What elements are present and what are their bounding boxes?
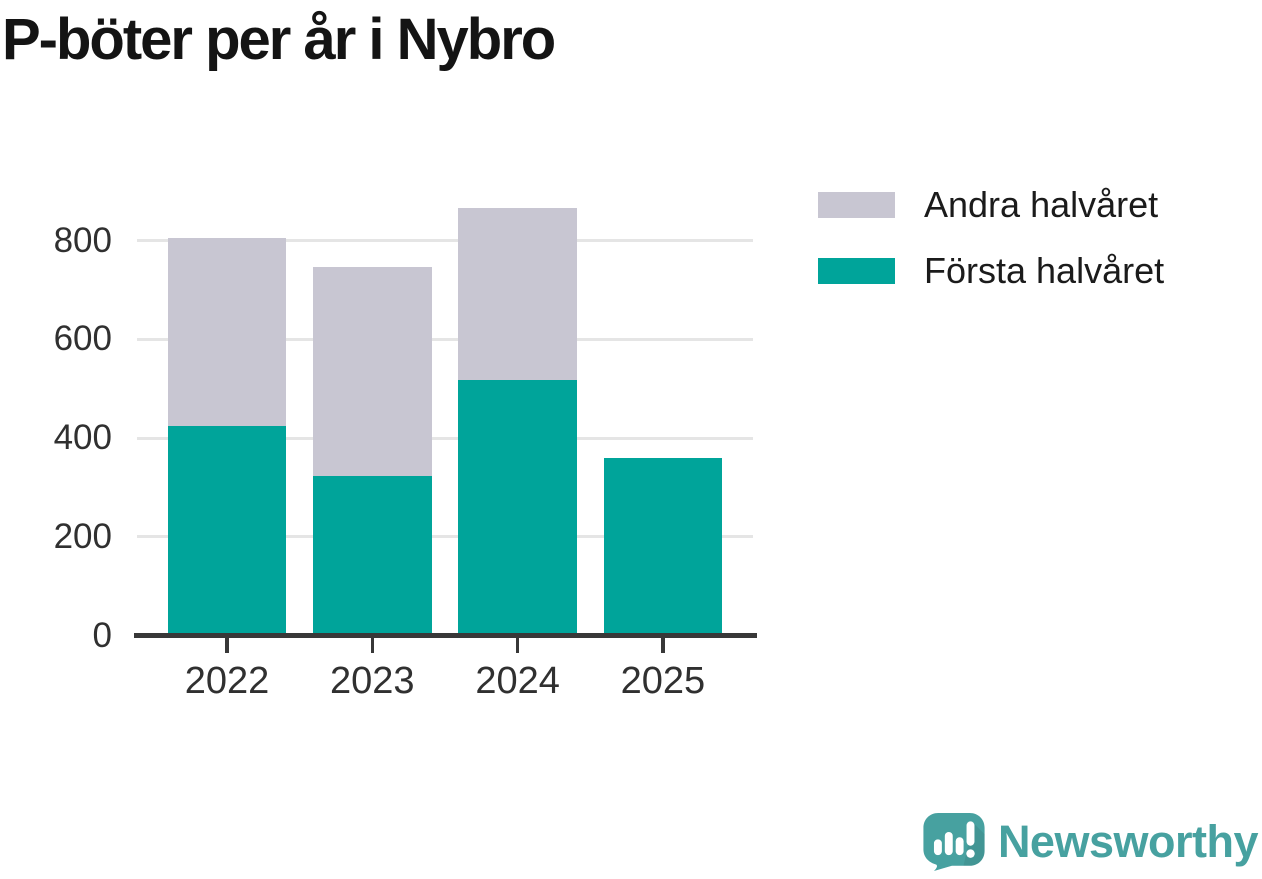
y-axis-label-200: 200 [53, 516, 112, 556]
page-title: P-böter per år i Nybro [2, 7, 556, 72]
bar-2022-second-half [167, 238, 287, 427]
y-axis-label-800: 800 [53, 220, 112, 260]
newsworthy-logo-mark-icon [923, 813, 985, 871]
newsworthy-logo: Newsworthy [923, 813, 1259, 871]
legend-label-first-half: Första halvåret [924, 250, 1165, 291]
legend-item-second-half: Andra halvåret [818, 187, 1164, 223]
bar-2024-first-half [458, 380, 577, 634]
gridline-400 [137, 436, 753, 440]
gridline-800 [137, 239, 753, 243]
gridline-200 [137, 535, 753, 539]
gridline-600 [137, 337, 753, 341]
y-axis-label-600: 600 [53, 319, 112, 359]
x-axis-label-2024: 2024 [475, 660, 560, 702]
x-axis-tick-2024 [515, 636, 520, 653]
bar-2023-first-half [313, 476, 432, 634]
newsworthy-logo-text: Newsworthy [997, 816, 1259, 867]
x-axis-line [134, 633, 757, 638]
y-axis-label-400: 400 [53, 418, 112, 458]
x-axis-tick-2023 [370, 636, 375, 653]
x-axis-label-2025: 2025 [620, 660, 706, 702]
bar-2025-first-half [603, 457, 723, 634]
x-axis-label-2022: 2022 [184, 660, 270, 702]
legend-swatch-second-half-icon [818, 192, 895, 218]
legend-swatch-first-half-icon [818, 258, 895, 284]
bar-2023-second-half [313, 266, 432, 477]
x-axis-tick-2022 [225, 636, 229, 653]
bar-2022-first-half [167, 426, 287, 634]
y-axis-label-0: 0 [92, 615, 112, 655]
legend: Andra halvåret Första halvåret [818, 187, 1164, 289]
legend-item-first-half: Första halvåret [818, 253, 1164, 289]
bar-2024-second-half [458, 208, 577, 381]
x-axis-label-2023: 2023 [330, 660, 415, 702]
legend-label-second-half: Andra halvåret [924, 184, 1159, 225]
x-axis-tick-2025 [661, 636, 665, 653]
